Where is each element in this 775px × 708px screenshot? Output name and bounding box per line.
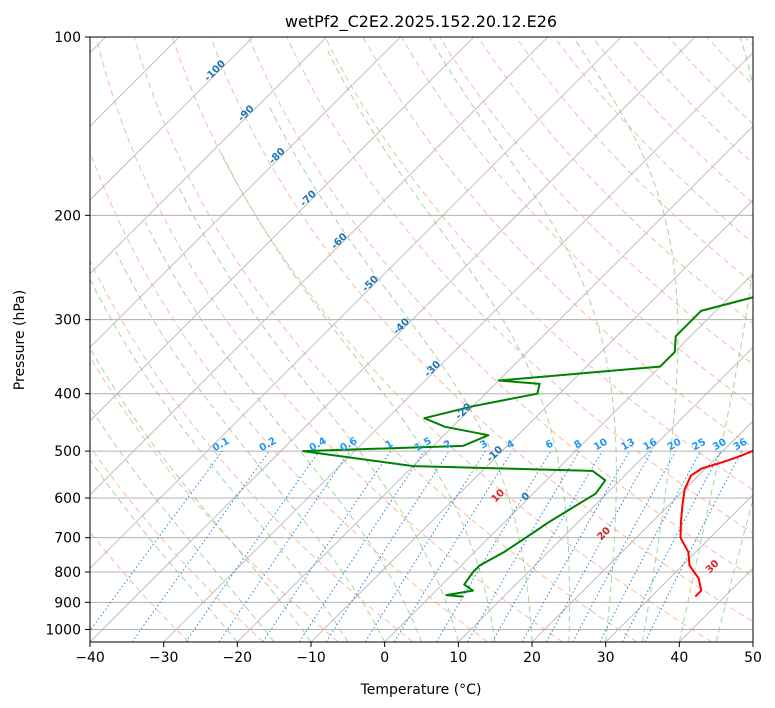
moist-adiabat-line: [715, 497, 753, 642]
mixing-ratio-line: [131, 450, 270, 642]
x-tick-label: 10: [449, 650, 467, 666]
dry-adiabat-line: [324, 37, 753, 491]
mixing-ratio-label: 6: [544, 438, 556, 451]
isotherm-line: [531, 420, 753, 642]
mixing-ratio-line: [644, 450, 743, 642]
moist-adiabat-line: [326, 49, 571, 642]
y-axis: 100 200 300 400 500 600 700 800 900 1000: [45, 30, 90, 638]
x-tick-label: 40: [670, 650, 688, 666]
y-tick-label: 800: [54, 565, 81, 581]
dry-adiabat-line: [248, 37, 753, 578]
isotherm-line: [90, 37, 254, 201]
mixing-ratio-line: [218, 450, 351, 642]
moist-adiabat-line: [572, 37, 679, 642]
background-lines: [90, 37, 753, 642]
mixing-ratio-label: 8: [572, 438, 584, 451]
plot-frame: [89, 36, 754, 643]
dewpoint-line: [302, 296, 753, 598]
moist-adiabat-line: [90, 278, 349, 642]
dry-adiabat-line: [90, 445, 264, 642]
isotherm-line: [90, 37, 548, 496]
x-tick-label: 30: [597, 650, 615, 666]
moist-adiabat-line: [144, 221, 422, 642]
isotherm-line: [605, 494, 753, 642]
y-tick-label: 600: [54, 491, 81, 507]
moist-adiabat-line: [90, 459, 238, 642]
x-tick-label: 20: [523, 650, 541, 666]
moist-adiabat-line: [428, 37, 617, 642]
mixing-ratio-line: [572, 450, 677, 642]
y-tick-label: 100: [54, 30, 81, 46]
mixing-ratio-line: [90, 450, 223, 632]
dry-adiabat-line: [133, 37, 638, 642]
moist-adiabat-line: [678, 37, 753, 642]
moist-adiabat-line: [90, 406, 275, 642]
x-axis: −40 −30 −20 −10 0 10 20 30 40 50: [75, 642, 762, 666]
isotherm-line: [90, 37, 622, 569]
moist-adiabat-line: [178, 187, 459, 642]
y-tick-label: 500: [54, 444, 81, 460]
mixing-ratio-line: [185, 450, 320, 642]
x-tick-label: −40: [75, 650, 105, 666]
x-tick-label: −10: [296, 650, 326, 666]
y-tick-label: 300: [54, 313, 81, 329]
mixing-ratio-label: 1: [384, 438, 396, 451]
temperature-line: [679, 449, 753, 598]
y-tick-label: 1000: [45, 622, 81, 638]
dry-adiabat-line: [90, 356, 339, 642]
isotherm-line: [237, 125, 753, 642]
chart-title: wetPf2_C2E2.2025.152.20.12.E26: [285, 12, 557, 32]
y-tick-label: 200: [54, 208, 81, 224]
dry-adiabat-line: [210, 37, 753, 623]
isotherm-line: [90, 37, 401, 348]
dry-adiabat-line: [95, 37, 563, 642]
y-tick-label: 700: [54, 531, 81, 547]
mixing-ratio-line: [393, 450, 513, 642]
y-tick-label: 400: [54, 387, 81, 403]
x-tick-label: −30: [149, 650, 179, 666]
dry-adiabat-line: [515, 37, 753, 284]
mixing-ratio-line: [298, 450, 425, 642]
moist-adiabat-line: [90, 347, 312, 642]
mixing-ratio-line: [262, 450, 392, 642]
mixing-ratio-line: [521, 450, 630, 642]
moist-adiabat-line: [219, 149, 496, 642]
x-tick-label: 50: [744, 650, 762, 666]
isotherm-line: [90, 37, 475, 422]
isotherm-line: [163, 52, 753, 642]
mixing-ratio-label: 4: [505, 438, 517, 451]
mixing-ratio-line: [325, 450, 450, 642]
isotherm-line: [458, 346, 753, 642]
x-tick-label: −20: [223, 650, 253, 666]
dry-adiabat-line: [171, 37, 712, 642]
isotherm-line: [384, 273, 753, 642]
y-axis-label: Pressure (hPa): [12, 290, 28, 390]
mixing-ratio-label: 3: [478, 438, 490, 451]
moist-adiabat-line: [115, 251, 386, 642]
dry-adiabat-line: [90, 259, 414, 642]
y-tick-label: 900: [54, 595, 81, 611]
x-axis-label: Temperature (°C): [360, 682, 482, 698]
mixing-ratio-label: 2: [442, 438, 454, 451]
mixing-ratio-line: [545, 450, 653, 642]
isotherm-line: [90, 37, 327, 275]
x-tick-label: 0: [380, 650, 389, 666]
profile-series: [302, 296, 753, 598]
moist-adiabat-line: [267, 104, 533, 642]
